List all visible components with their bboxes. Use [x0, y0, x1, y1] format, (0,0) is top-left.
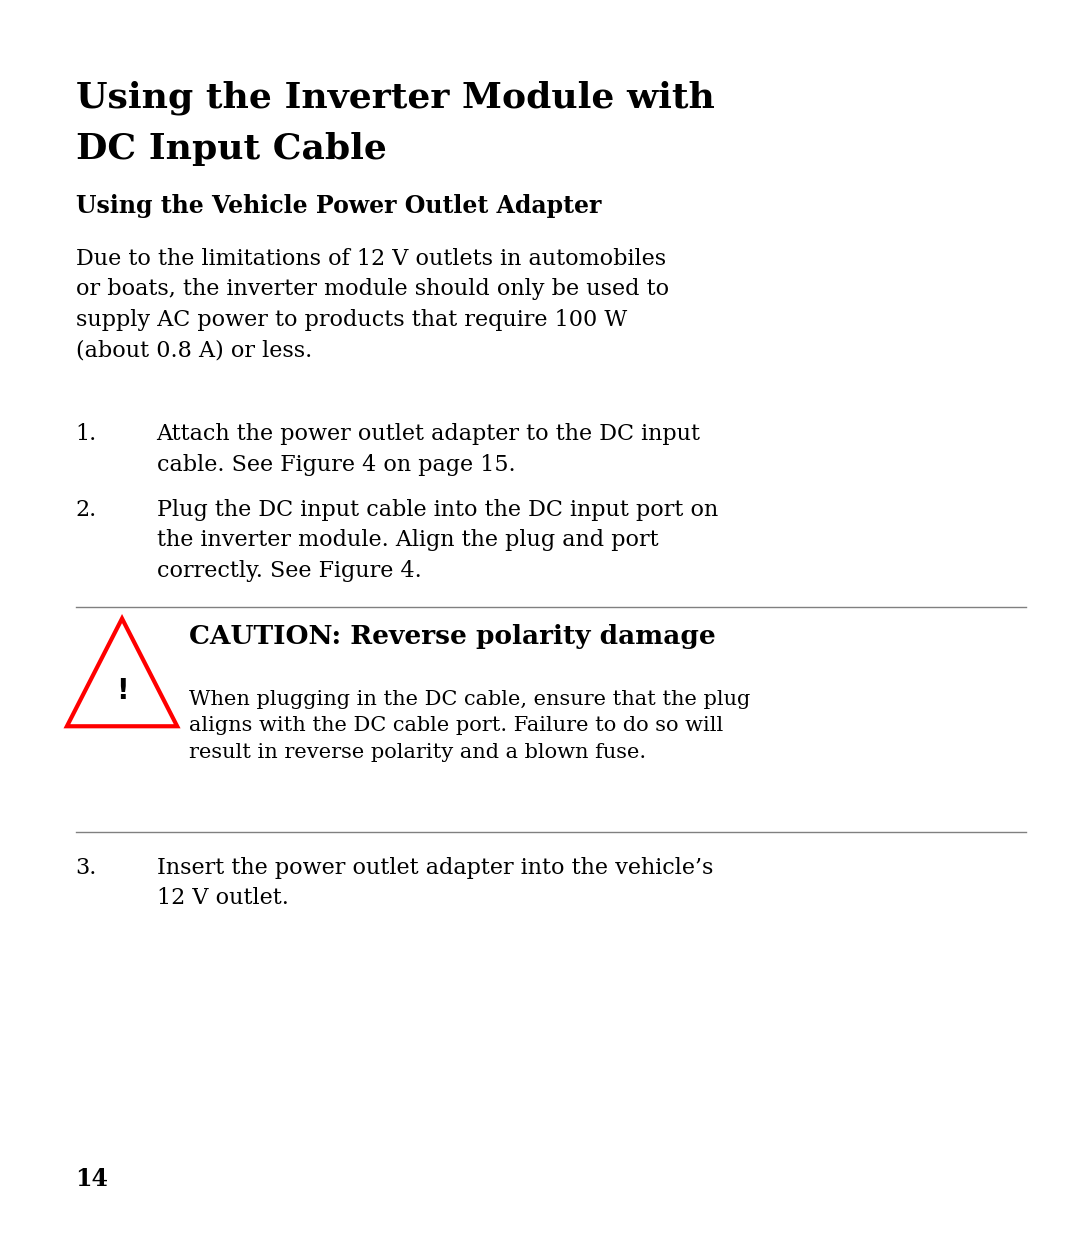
- Text: Using the Inverter Module with: Using the Inverter Module with: [76, 80, 715, 115]
- Text: Due to the limitations of 12 V outlets in automobiles
or boats, the inverter mod: Due to the limitations of 12 V outlets i…: [76, 248, 669, 361]
- Text: CAUTION: Reverse polarity damage: CAUTION: Reverse polarity damage: [189, 624, 716, 649]
- Text: 3.: 3.: [76, 857, 97, 879]
- Polygon shape: [67, 619, 177, 727]
- Text: When plugging in the DC cable, ensure that the plug
aligns with the DC cable por: When plugging in the DC cable, ensure th…: [189, 690, 751, 761]
- Text: 1.: 1.: [76, 423, 97, 446]
- Text: Using the Vehicle Power Outlet Adapter: Using the Vehicle Power Outlet Adapter: [76, 194, 600, 218]
- Text: !: !: [116, 677, 129, 704]
- Text: 14: 14: [76, 1167, 109, 1191]
- Text: Insert the power outlet adapter into the vehicle’s
12 V outlet.: Insert the power outlet adapter into the…: [157, 857, 713, 909]
- Text: DC Input Cable: DC Input Cable: [76, 132, 387, 166]
- Text: Plug the DC input cable into the DC input port on
the inverter module. Align the: Plug the DC input cable into the DC inpu…: [157, 499, 718, 582]
- Text: Attach the power outlet adapter to the DC input
cable. See Figure 4 on page 15.: Attach the power outlet adapter to the D…: [157, 423, 701, 475]
- Text: 2.: 2.: [76, 499, 97, 521]
